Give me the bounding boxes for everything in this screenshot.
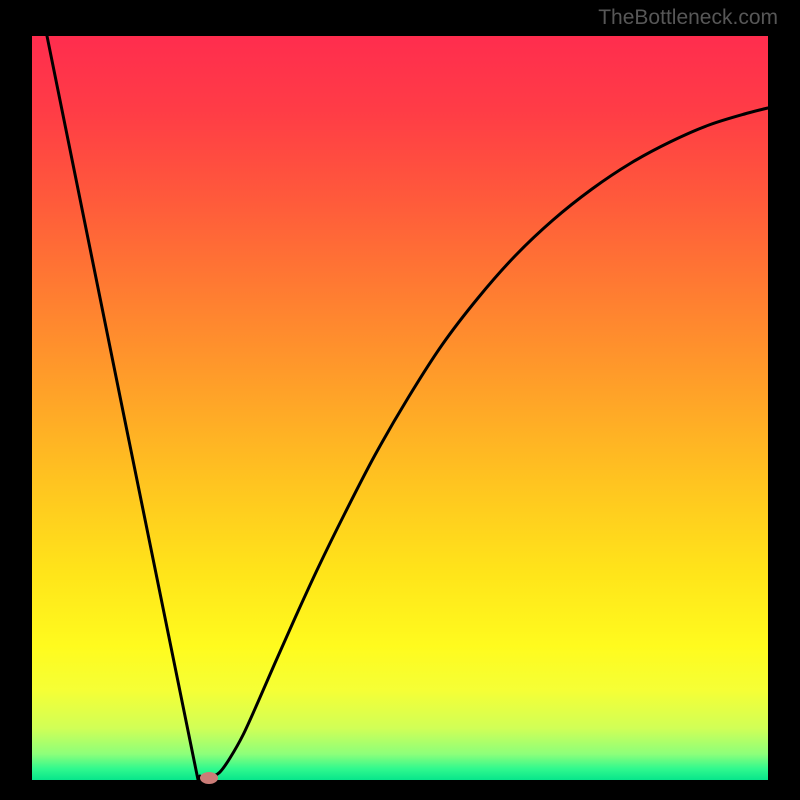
watermark-text: TheBottleneck.com [598, 6, 778, 30]
chart-container: TheBottleneck.com [0, 0, 800, 800]
bottleneck-chart [0, 0, 800, 800]
optimum-marker [200, 772, 218, 784]
